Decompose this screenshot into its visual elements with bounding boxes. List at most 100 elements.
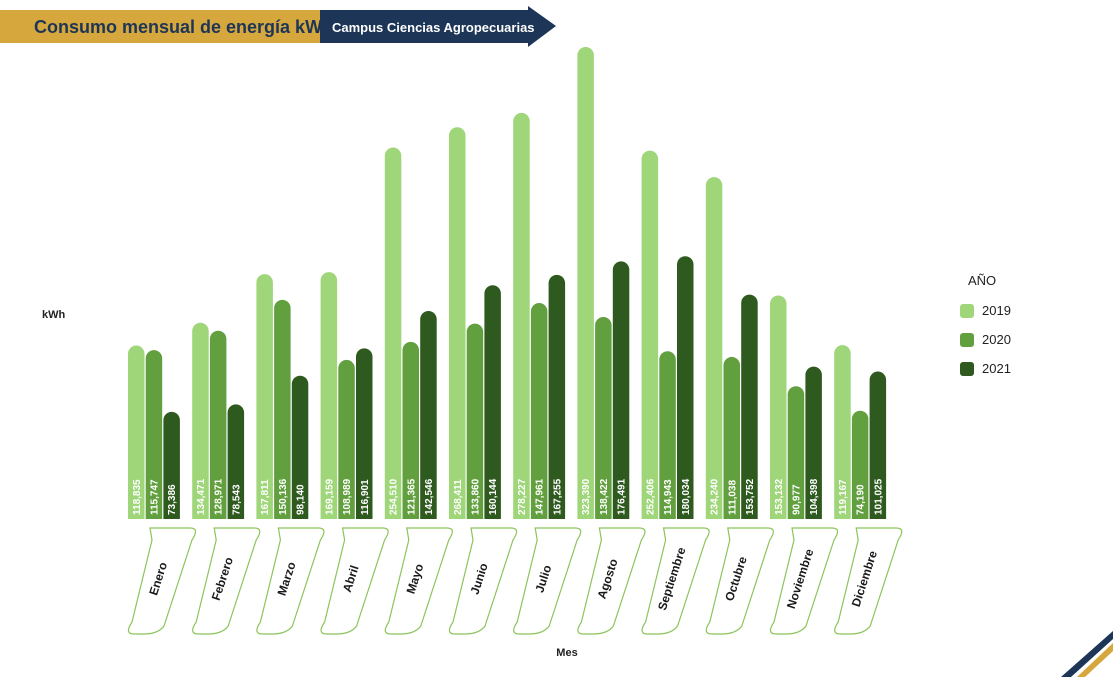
value-label-agosto-2019: 323,390 — [581, 478, 592, 515]
bar-marzo-2020 — [274, 299, 291, 519]
bar-marzo-2021 — [291, 375, 309, 519]
bar-junio-2020 — [466, 323, 484, 519]
value-label-noviembre-2019: 153,132 — [774, 478, 785, 515]
bar-diciembre-2019 — [834, 345, 851, 519]
value-label-diciembre-2020: 74,190 — [856, 484, 867, 515]
y-axis-label: kWh — [42, 309, 66, 321]
bar-diciembre-2021 — [869, 371, 887, 519]
bar-febrero-2021 — [227, 404, 245, 519]
header-navy-arrow — [320, 6, 556, 47]
bar-septiembre-2019 — [641, 150, 659, 519]
category-tab-abril — [320, 527, 389, 635]
value-label-febrero-2019: 134,471 — [196, 478, 207, 515]
bar-febrero-2019 — [192, 322, 209, 519]
legend-title: AÑO — [968, 273, 997, 288]
value-label-abril-2021: 116,901 — [360, 479, 371, 515]
legend-item-2019: 2019 — [960, 296, 1011, 325]
value-label-enero-2019: 118,835 — [132, 479, 143, 515]
category-tab-noviembre — [769, 527, 839, 635]
legend-swatch-2019 — [960, 303, 974, 318]
legend-label-2020: 2020 — [982, 332, 1011, 347]
value-label-enero-2020: 115,747 — [149, 479, 160, 515]
bar-agosto-2020 — [595, 316, 612, 519]
value-label-octubre-2020: 111,038 — [727, 480, 738, 515]
bar-febrero-2020 — [209, 330, 227, 519]
bar-mayo-2020 — [402, 341, 419, 519]
value-label-septiembre-2019: 252,406 — [645, 478, 656, 515]
bar-julio-2021 — [548, 274, 566, 519]
category-tab-septiembre — [641, 527, 710, 635]
x-axis-label: Mes — [556, 647, 577, 659]
header-banner: Consumo mensual de energía kWh Campus Ci… — [0, 6, 560, 47]
bar-septiembre-2020 — [659, 351, 676, 519]
bar-abril-2019 — [320, 272, 338, 519]
value-label-julio-2019: 278,227 — [517, 478, 528, 515]
value-label-mayo-2021: 142,546 — [424, 478, 435, 515]
bar-junio-2019 — [449, 127, 466, 519]
value-label-noviembre-2020: 90,977 — [791, 484, 802, 515]
bar-julio-2019 — [513, 112, 530, 519]
legend: AÑO 2019 2020 2021 — [960, 273, 1011, 383]
value-label-julio-2020: 147,961 — [535, 478, 546, 515]
category-tab-febrero — [192, 527, 261, 635]
value-label-febrero-2020: 128,971 — [214, 478, 225, 515]
value-label-septiembre-2021: 180,034 — [681, 478, 692, 515]
value-label-enero-2021: 73,386 — [167, 484, 178, 515]
value-label-octubre-2019: 234,240 — [710, 478, 721, 515]
category-tab-agosto — [577, 527, 646, 635]
bar-mayo-2021 — [420, 310, 437, 519]
value-label-junio-2020: 133,860 — [470, 478, 481, 515]
chart-subtitle: Campus Ciencias Agropecuarias — [332, 20, 535, 35]
value-label-noviembre-2021: 104,398 — [809, 478, 820, 515]
value-label-febrero-2021: 78,543 — [231, 484, 242, 515]
value-label-junio-2021: 160,144 — [488, 478, 499, 515]
legend-label-2021: 2021 — [982, 361, 1011, 376]
bar-marzo-2019 — [256, 274, 273, 519]
category-tab-junio — [448, 527, 518, 635]
legend-swatch-2021 — [960, 361, 974, 376]
bar-noviembre-2021 — [805, 366, 822, 519]
bar-enero-2020 — [145, 350, 163, 519]
value-label-marzo-2020: 150,136 — [278, 478, 289, 515]
value-label-junio-2019: 268,411 — [453, 479, 464, 515]
bar-agosto-2021 — [612, 261, 630, 519]
corner-decoration — [1061, 631, 1113, 677]
value-label-septiembre-2020: 114,943 — [663, 479, 674, 515]
legend-item-2020: 2020 — [960, 325, 1011, 354]
header-gold-band — [0, 10, 324, 43]
value-label-abril-2019: 169,159 — [324, 478, 335, 515]
bar-abril-2021 — [356, 348, 373, 519]
category-tab-mayo — [384, 527, 453, 635]
value-label-agosto-2020: 138,422 — [599, 478, 610, 515]
legend-label-2019: 2019 — [982, 303, 1011, 318]
value-label-abril-2020: 108,989 — [342, 478, 353, 515]
bar-enero-2021 — [163, 411, 180, 519]
bar-enero-2019 — [128, 345, 145, 519]
value-label-marzo-2019: 167,811 — [260, 479, 271, 515]
bar-septiembre-2021 — [677, 256, 694, 519]
category-tab-enero — [127, 527, 197, 635]
value-label-marzo-2021: 98,140 — [296, 484, 307, 515]
bar-diciembre-2020 — [851, 410, 869, 519]
value-label-diciembre-2021: 101,025 — [873, 478, 884, 515]
bar-abril-2020 — [338, 359, 355, 519]
header-shapes — [0, 6, 556, 47]
bar-noviembre-2019 — [770, 295, 787, 519]
value-label-julio-2021: 167,255 — [552, 478, 563, 515]
legend-swatch-2020 — [960, 332, 974, 347]
value-label-agosto-2021: 176,491 — [617, 478, 628, 515]
legend-item-2021: 2021 — [960, 354, 1011, 383]
bar-julio-2020 — [530, 303, 548, 519]
value-label-diciembre-2019: 119,167 — [838, 479, 849, 515]
bar-octubre-2019 — [705, 177, 723, 520]
chart-title: Consumo mensual de energía kWh — [34, 17, 334, 37]
bar-agosto-2019 — [577, 47, 594, 520]
value-label-octubre-2021: 153,752 — [745, 478, 756, 515]
bar-noviembre-2020 — [787, 386, 805, 519]
value-label-mayo-2019: 254,510 — [389, 478, 400, 515]
bar-mayo-2019 — [384, 147, 402, 519]
category-tab-julio — [513, 527, 582, 635]
bar-octubre-2021 — [741, 294, 758, 519]
category-tab-marzo — [256, 527, 325, 635]
